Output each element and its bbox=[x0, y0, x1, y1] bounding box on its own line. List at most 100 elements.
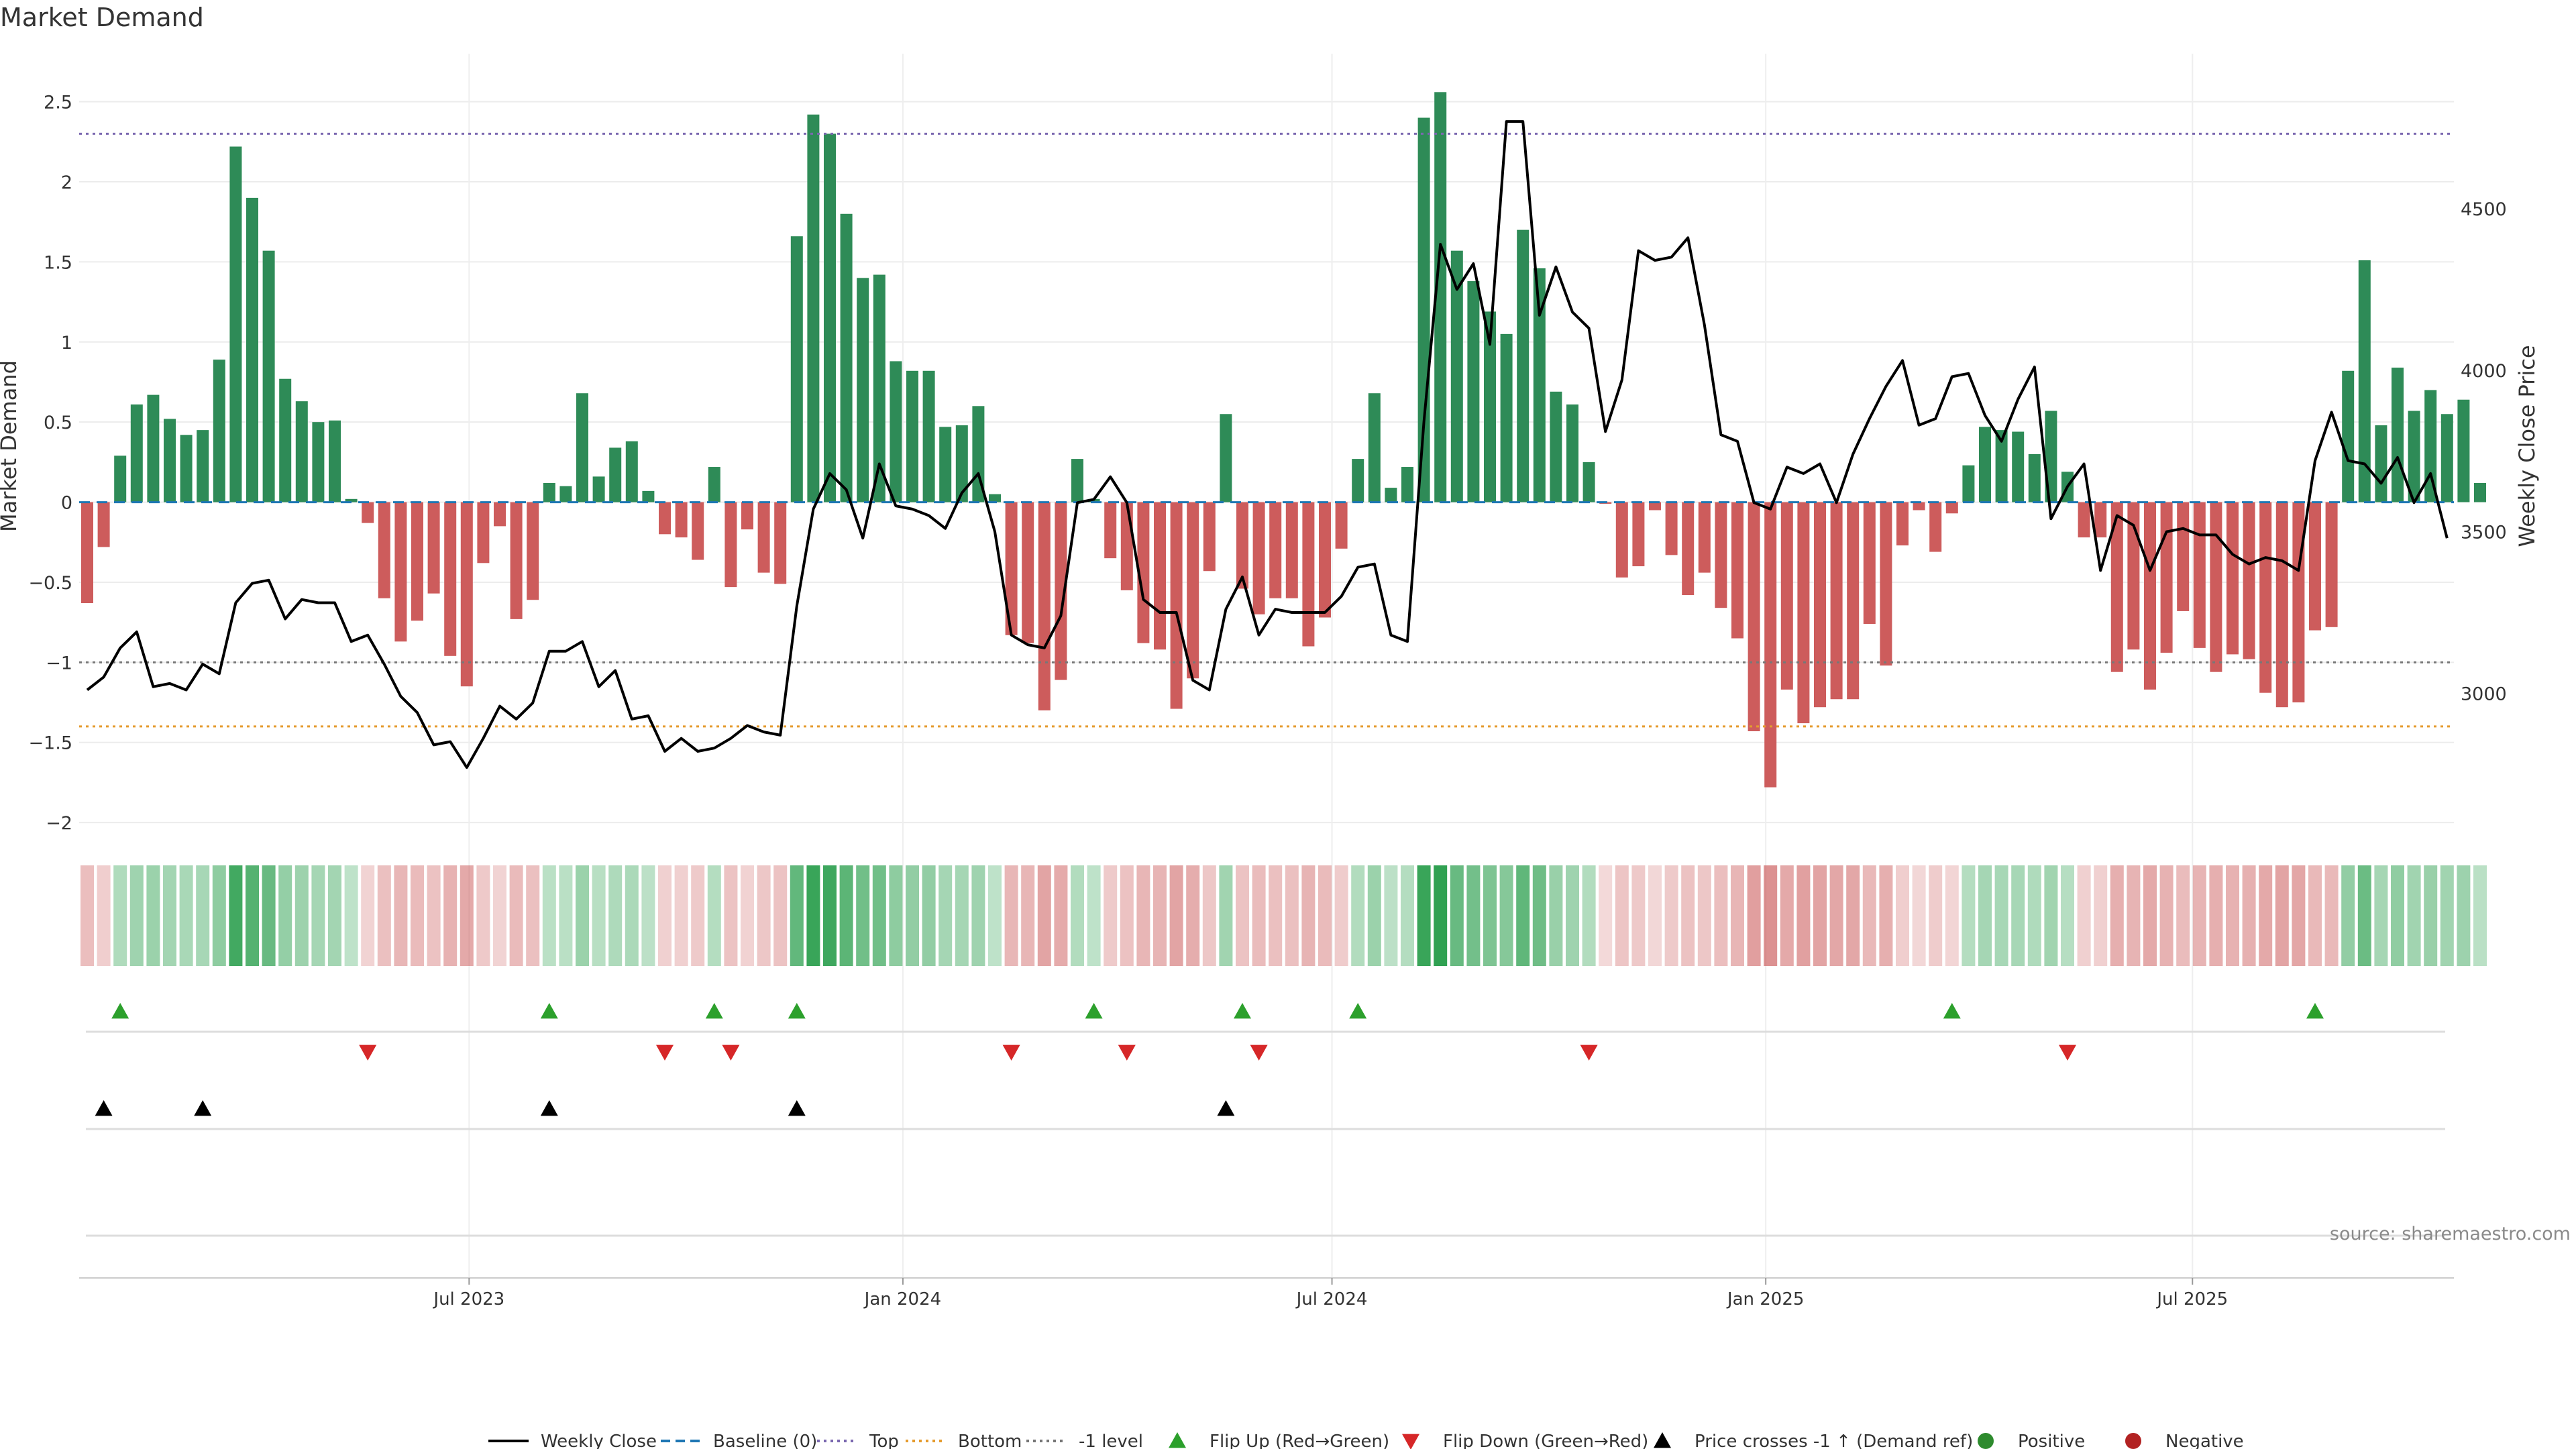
heat-cell bbox=[2143, 865, 2157, 966]
heat-cell bbox=[823, 865, 837, 966]
heat-cell bbox=[1499, 865, 1513, 966]
heat-cell bbox=[2027, 865, 2041, 966]
demand-bar bbox=[1302, 502, 1315, 647]
heat-cell bbox=[1829, 865, 1843, 966]
demand-bar bbox=[2210, 502, 2222, 672]
demand-bar bbox=[1252, 502, 1265, 614]
demand-bar bbox=[329, 420, 341, 502]
demand-bar bbox=[197, 430, 209, 502]
demand-bar bbox=[2325, 502, 2338, 627]
heat-cell bbox=[2176, 865, 2190, 966]
demand-bar bbox=[1649, 502, 1661, 511]
heat-cell bbox=[1813, 865, 1827, 966]
x-tick-label: Jan 2024 bbox=[863, 1289, 942, 1309]
demand-bar bbox=[592, 476, 605, 502]
demand-bar bbox=[790, 236, 803, 502]
heat-cell bbox=[2424, 865, 2438, 966]
demand-bar bbox=[1698, 502, 1711, 573]
heat-cell bbox=[2357, 865, 2371, 966]
heat-cell bbox=[1714, 865, 1728, 966]
demand-bar bbox=[1797, 502, 1810, 724]
demand-bar bbox=[989, 494, 1001, 502]
heat-cell bbox=[1962, 865, 1976, 966]
heat-cell bbox=[262, 865, 276, 966]
demand-bar bbox=[642, 490, 655, 502]
price-cross-markers bbox=[95, 1100, 1235, 1116]
demand-bar bbox=[229, 146, 242, 502]
legend-symbol bbox=[1402, 1434, 1419, 1449]
heat-cell bbox=[2094, 865, 2108, 966]
legend-symbol bbox=[1169, 1432, 1186, 1448]
demand-bar bbox=[2424, 390, 2437, 502]
heat-cell bbox=[476, 865, 490, 966]
heat-cell bbox=[493, 865, 506, 966]
demand-bar bbox=[164, 419, 176, 502]
heat-cell bbox=[1780, 865, 1794, 966]
heat-cell bbox=[1466, 865, 1481, 966]
legend: Weekly Close Baseline (0) Top Bottom -1 leve… bbox=[488, 1432, 2244, 1449]
heat-cell bbox=[741, 865, 754, 966]
demand-bar bbox=[906, 370, 918, 502]
y-tick-label-left: 0 bbox=[61, 493, 72, 514]
demand-bar bbox=[527, 502, 539, 600]
demand-bar bbox=[1665, 502, 1678, 555]
demand-bar bbox=[1434, 92, 1447, 502]
heat-cell bbox=[2044, 865, 2058, 966]
legend-item: Price crosses -1 ↑ (Demand ref) bbox=[1654, 1432, 1973, 1449]
heat-cell bbox=[658, 865, 672, 966]
heat-cell bbox=[1912, 865, 1926, 966]
demand-bar bbox=[444, 502, 457, 656]
demand-bar bbox=[2275, 502, 2288, 708]
heat-cell bbox=[1796, 865, 1811, 966]
heat-cell bbox=[1648, 865, 1662, 966]
demand-bar bbox=[1137, 502, 1150, 643]
demand-bar bbox=[262, 250, 275, 502]
heat-cell bbox=[1236, 865, 1249, 966]
demand-bar bbox=[1615, 502, 1628, 578]
heat-cell bbox=[1697, 865, 1711, 966]
demand-bar bbox=[1368, 393, 1381, 502]
demand-bar bbox=[2094, 502, 2107, 538]
demand-bar bbox=[213, 360, 225, 502]
heat-cell bbox=[773, 865, 788, 966]
flip-up-markers bbox=[111, 1003, 2324, 1019]
heat-cell bbox=[839, 865, 853, 966]
heat-cell bbox=[1615, 865, 1629, 966]
legend-item: Baseline (0) bbox=[661, 1432, 817, 1449]
heat-cell bbox=[1186, 865, 1200, 966]
heat-cell bbox=[2192, 865, 2206, 966]
heat-cell bbox=[592, 865, 606, 966]
demand-heat-strip bbox=[80, 865, 2487, 966]
heat-cell bbox=[1731, 865, 1744, 966]
heat-cell bbox=[1945, 865, 1959, 966]
demand-bar bbox=[279, 378, 292, 502]
legend-label: Bottom bbox=[958, 1432, 1022, 1449]
legend-label: Price crosses -1 ↑ (Demand ref) bbox=[1695, 1432, 1973, 1449]
heat-cell bbox=[856, 865, 870, 966]
demand-bar bbox=[659, 502, 671, 535]
heat-cell bbox=[1120, 865, 1134, 966]
heat-cell bbox=[1219, 865, 1233, 966]
demand-bar bbox=[625, 441, 638, 502]
heat-cell bbox=[113, 865, 127, 966]
demand-bar bbox=[2392, 368, 2404, 502]
heat-cell bbox=[724, 865, 738, 966]
demand-bar bbox=[1632, 502, 1645, 567]
heat-cell bbox=[2292, 865, 2306, 966]
demand-bar bbox=[1830, 502, 1843, 700]
demand-bar bbox=[1995, 430, 2008, 502]
heat-cell bbox=[2407, 865, 2421, 966]
heat-cell bbox=[1021, 865, 1035, 966]
heat-cell bbox=[608, 865, 623, 966]
demand-bar bbox=[2375, 425, 2387, 502]
heat-cell bbox=[641, 865, 655, 966]
legend-item: Weekly Close bbox=[488, 1432, 657, 1449]
demand-bar bbox=[1533, 268, 1546, 502]
heat-cell bbox=[2127, 865, 2141, 966]
heat-cell bbox=[1434, 865, 1448, 966]
demand-bar bbox=[2028, 453, 2041, 502]
heat-cell bbox=[1252, 865, 1266, 966]
demand-bar bbox=[692, 502, 704, 560]
y-tick-label-left: 1 bbox=[61, 333, 72, 354]
heat-cell bbox=[2324, 865, 2339, 966]
